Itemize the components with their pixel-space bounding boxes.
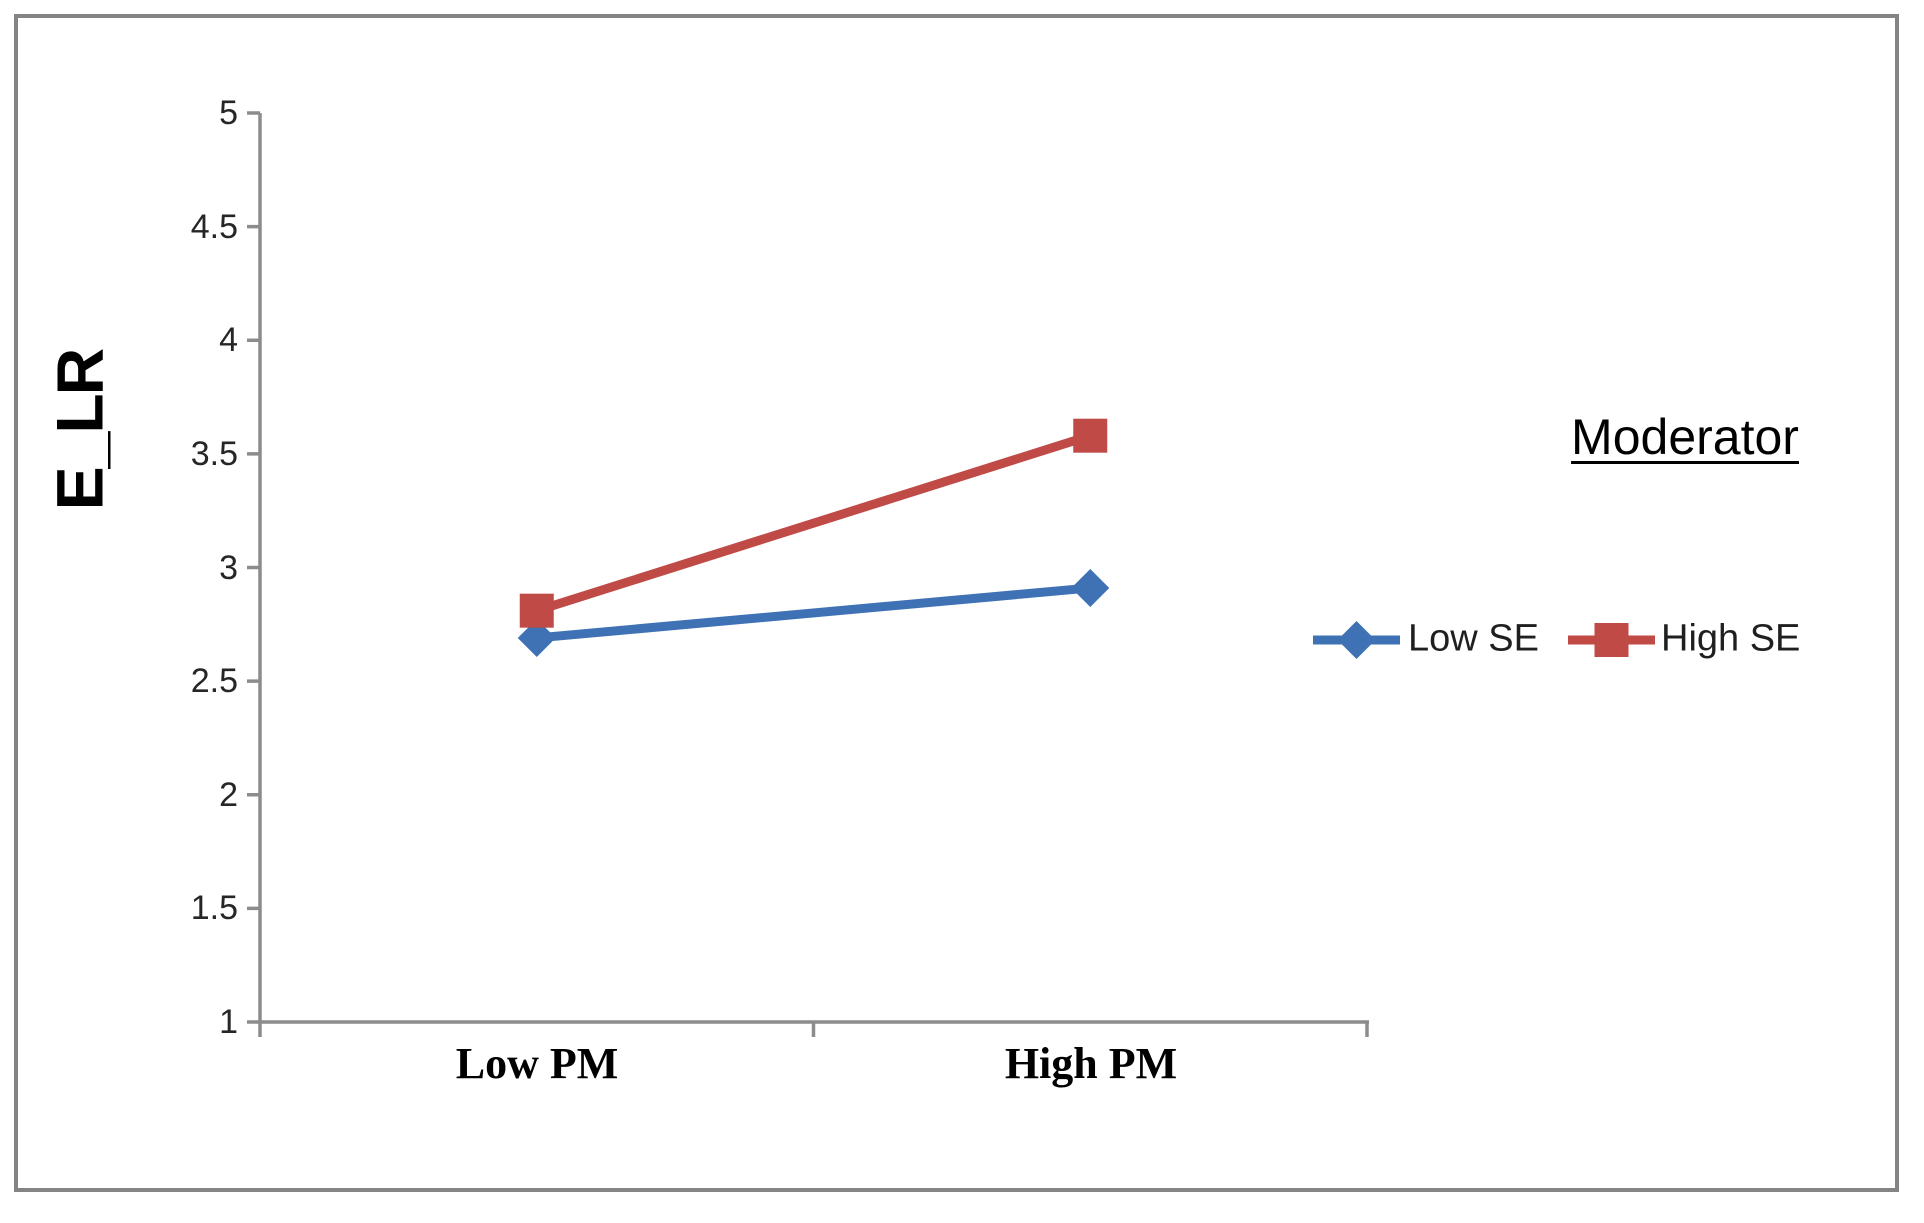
legend-label-high-se: High SE xyxy=(1661,617,1801,660)
y-tick-label: 1.5 xyxy=(190,889,238,928)
x-category-label-low-pm: Low PM xyxy=(455,1039,619,1088)
x-category-label-high-pm: High PM xyxy=(1004,1039,1178,1088)
y-tick-label: 5 xyxy=(219,94,238,132)
series-line-low-se xyxy=(532,583,1095,643)
y-axis-title: E_LR xyxy=(42,349,117,511)
marker-diamond-low-se xyxy=(1071,568,1110,607)
legend-title: Moderator xyxy=(1571,409,1799,465)
y-tick-label: 2 xyxy=(219,775,238,814)
y-tick-label: 2.5 xyxy=(190,662,238,701)
y-tick-label: 3.5 xyxy=(190,434,238,473)
marker-square-legend-high-se xyxy=(1594,623,1629,657)
y-tick-label: 4.5 xyxy=(190,207,238,246)
y-tick-label: 3 xyxy=(219,548,238,587)
legend-label-low-se: Low SE xyxy=(1408,617,1539,660)
marker-square-high-se xyxy=(1073,418,1108,453)
y-tick-label: 1 xyxy=(219,1003,238,1041)
series-line-high-se xyxy=(532,431,1095,616)
marker-square-high-se xyxy=(519,593,554,628)
marker-diamond-legend-low-se xyxy=(1337,621,1376,659)
marker-diamond-low-se xyxy=(517,618,556,657)
y-tick-label: 4 xyxy=(219,321,238,360)
